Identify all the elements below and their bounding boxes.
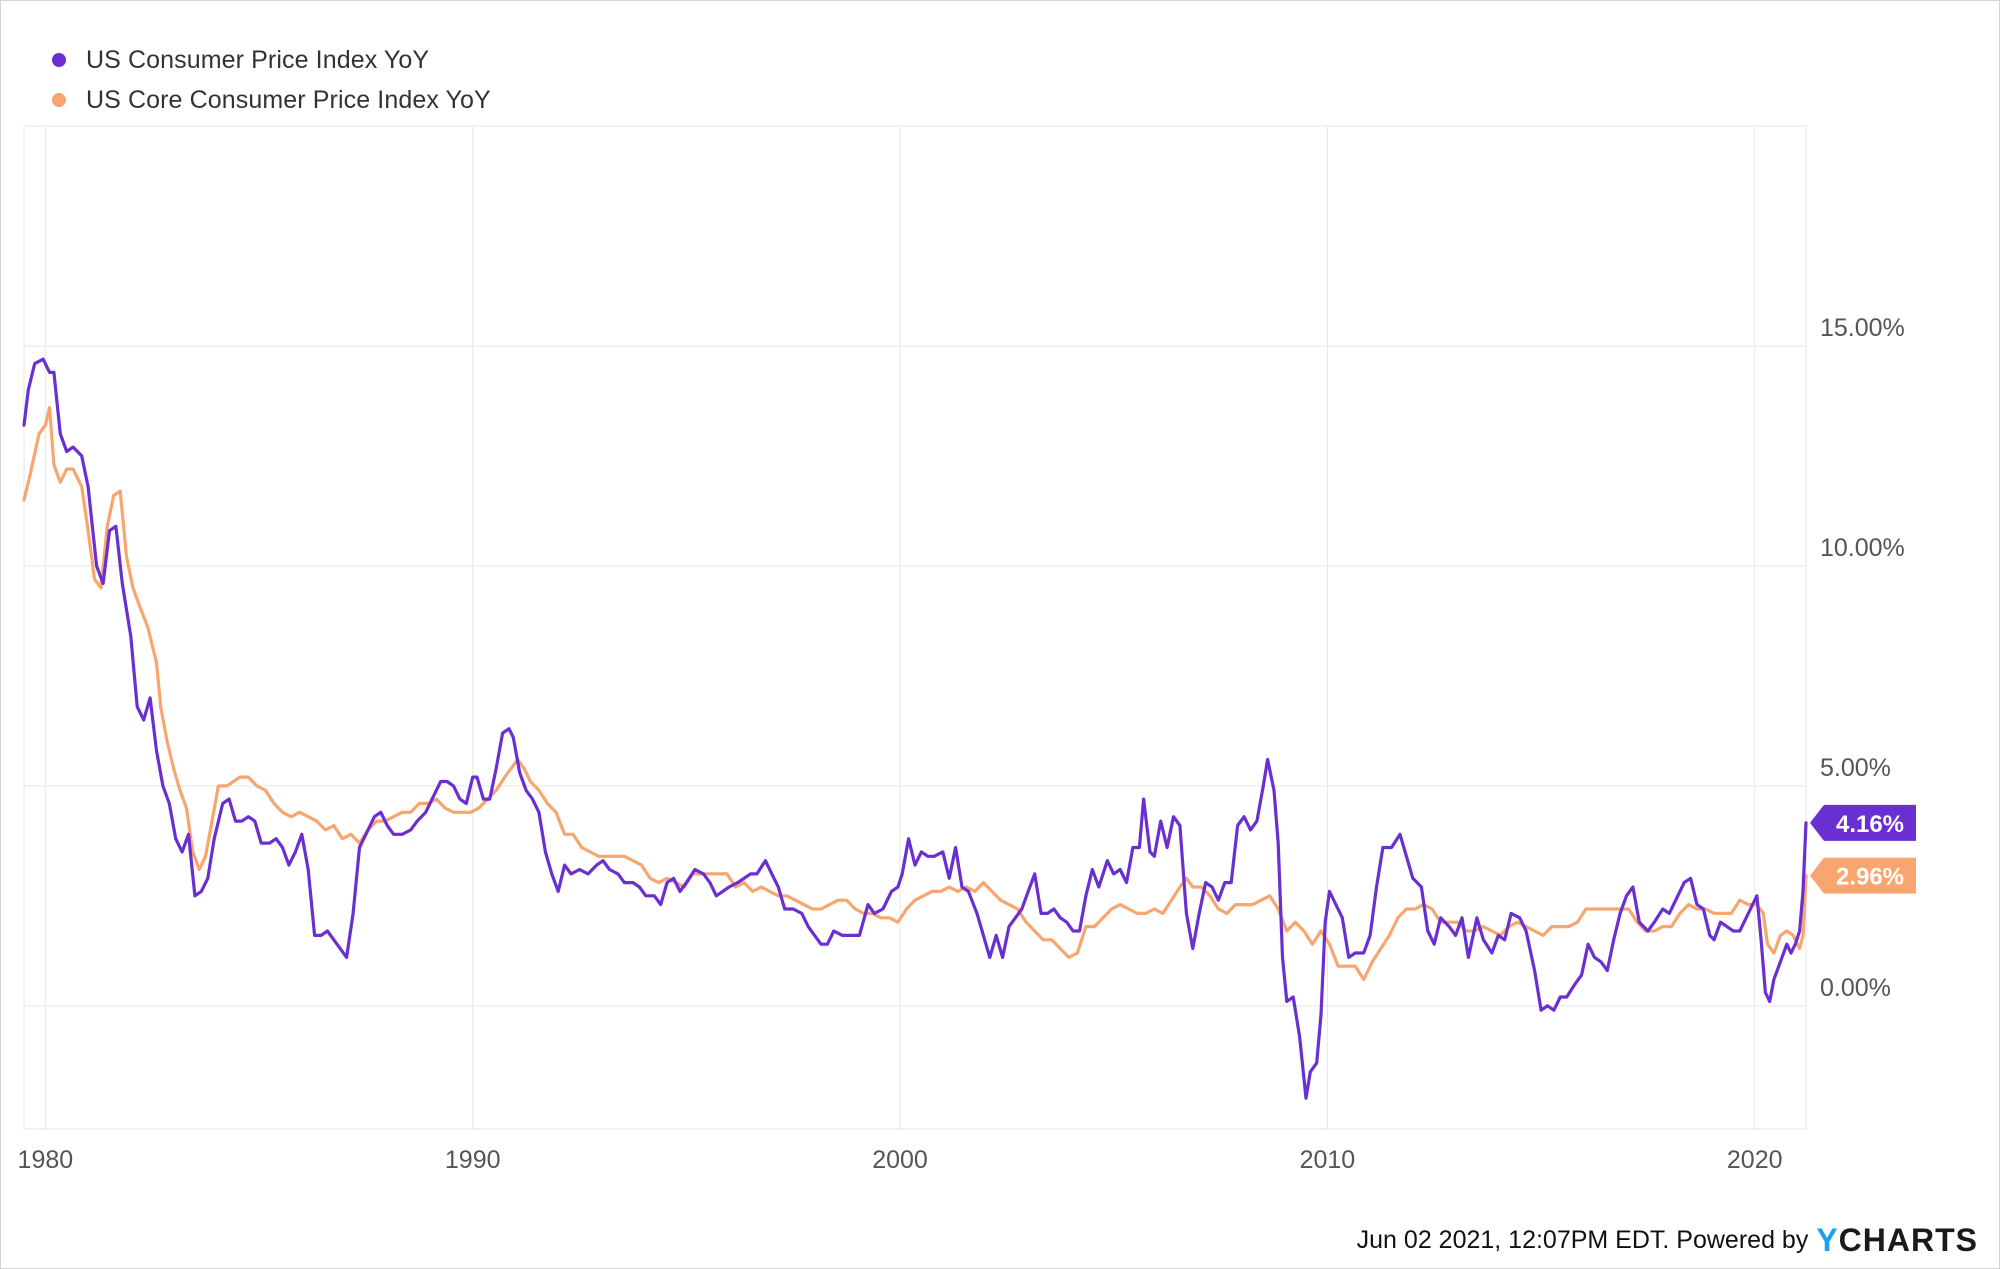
x-tick-label: 1990 — [445, 1146, 501, 1174]
legend: US Consumer Price Index YoY US Core Cons… — [52, 40, 491, 120]
footer-timestamp: Jun 02 2021, 12:07PM EDT. Powered by — [1356, 1226, 1809, 1254]
footer: Jun 02 2021, 12:07PM EDT. Powered by YCH… — [1357, 1222, 1978, 1259]
legend-dot-core-cpi — [52, 93, 66, 107]
badge-core-cpi — [1810, 857, 1916, 894]
badge-label-cpi: 4.16% — [1836, 811, 1904, 838]
x-tick-label: 2010 — [1300, 1146, 1356, 1174]
x-tick-label: 2000 — [872, 1146, 928, 1174]
badge-cpi — [1810, 804, 1916, 841]
legend-label-core-cpi: US Core Consumer Price Index YoY — [86, 85, 491, 114]
plot-area — [23, 125, 1807, 1130]
x-tick-label: 2020 — [1727, 1146, 1783, 1174]
legend-item-cpi[interactable]: US Consumer Price Index YoY — [52, 40, 491, 80]
legend-item-core-cpi[interactable]: US Core Consumer Price Index YoY — [52, 80, 491, 120]
series-line-core-cpi — [22, 405, 1808, 981]
x-tick-label: 1980 — [18, 1146, 74, 1174]
ycharts-logo[interactable]: YCHARTS — [1816, 1222, 1978, 1259]
y-tick-label: 5.00% — [1820, 754, 1891, 782]
y-tick-label: 0.00% — [1820, 974, 1891, 1002]
ycharts-logo-y: Y — [1816, 1222, 1839, 1258]
y-tick-label: 10.00% — [1820, 534, 1905, 562]
y-tick-label: 15.00% — [1820, 314, 1905, 342]
legend-dot-cpi — [52, 53, 66, 67]
series-line-cpi — [22, 357, 1808, 1100]
ycharts-logo-rest: CHARTS — [1838, 1222, 1978, 1258]
legend-label-cpi: US Consumer Price Index YoY — [86, 45, 430, 74]
badge-label-core-cpi: 2.96% — [1836, 864, 1904, 891]
